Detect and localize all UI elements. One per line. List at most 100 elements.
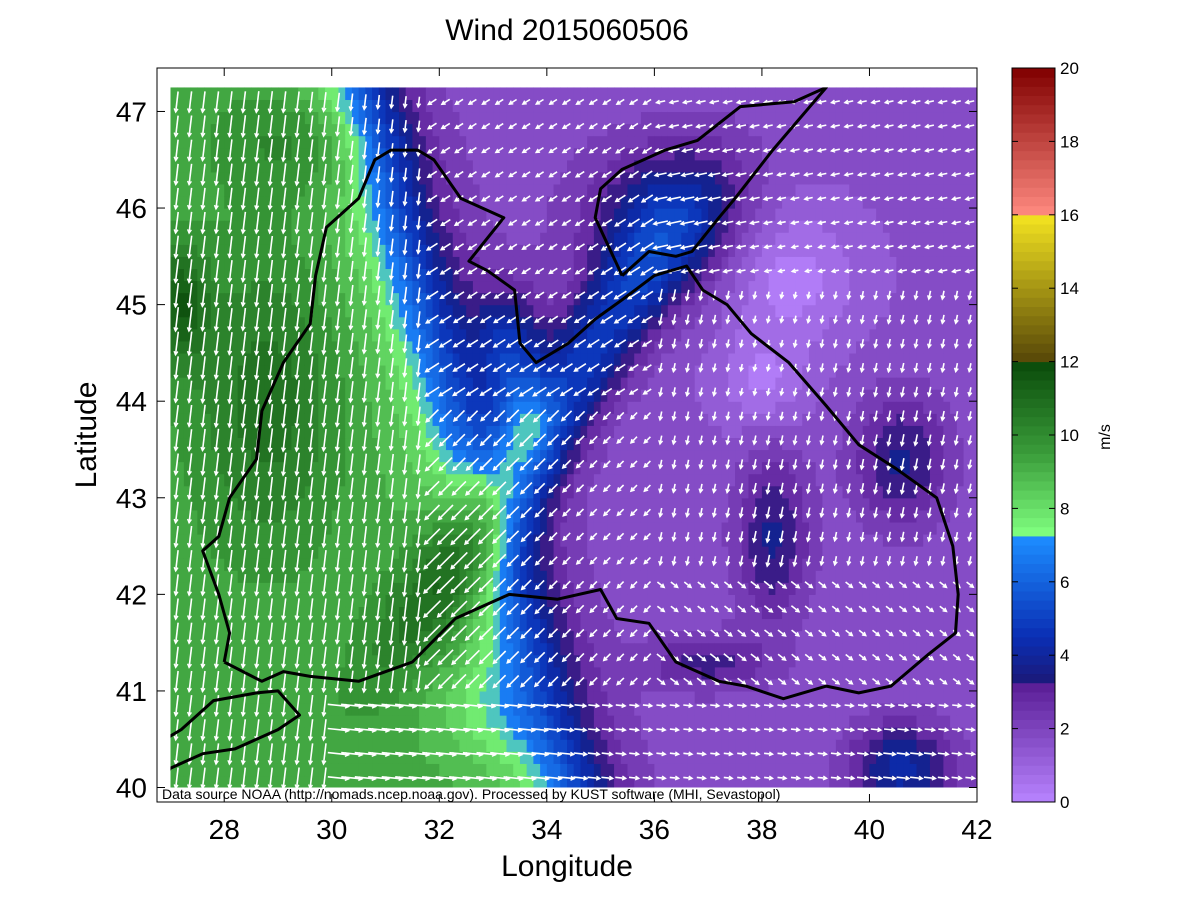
colorbar-band [1012,150,1055,161]
x-tick-label: 34 [531,814,562,845]
colorbar-tick-label: 20 [1060,59,1079,78]
colorbar-band [1012,315,1055,326]
colorbar-tick-label: 16 [1060,206,1079,225]
x-tick-label: 40 [854,814,885,845]
colorbar-band [1012,196,1055,207]
colorbar-band [1012,728,1055,739]
y-tick-label: 45 [116,290,147,321]
y-tick-label: 47 [116,96,147,127]
colorbar-band [1012,416,1055,427]
colorbar-band [1012,554,1055,564]
colorbar-band [1012,774,1055,785]
y-tick-label: 46 [116,193,147,224]
colorbar-band [1012,590,1055,601]
colorbar-band [1012,141,1055,152]
coastline-segment-1 [593,87,828,277]
colorbar-tick-label: 4 [1060,646,1069,665]
x-axis: 28 30 32 34 36 38 40 42 [209,68,993,845]
y-tick-label: 41 [116,676,147,707]
colorbar-band [1012,306,1055,317]
colorbar-band [1012,783,1055,794]
colorbar-band [1012,636,1055,647]
y-axis-label: Latitude [70,382,103,489]
colorbar-band [1012,792,1055,803]
colorbar-band [1012,746,1055,757]
colorbar-tick-label: 14 [1060,279,1079,298]
colorbar-band [1012,600,1055,610]
x-tick-label: 32 [424,814,455,845]
y-tick-label: 43 [116,483,147,514]
x-tick-label: 42 [961,814,992,845]
colorbar-band [1012,352,1055,363]
colorbar-band [1012,737,1055,748]
colorbar-tick-label: 6 [1060,573,1069,592]
colorbar-band [1012,113,1055,124]
colorbar-band [1012,646,1055,656]
colorbar-band [1012,563,1055,574]
colorbar-tick-label: 0 [1060,793,1069,812]
colorbar-band [1012,572,1055,583]
y-tick-label: 44 [116,386,147,417]
colorbar-band [1012,269,1055,280]
colorbar-band [1012,682,1055,693]
colorbar-tick-label: 18 [1060,132,1079,151]
colorbar-band [1012,407,1055,418]
colorbar-band [1012,86,1055,97]
colorbar-band [1012,435,1055,445]
colorbar-band [1012,581,1055,592]
colorbar-band [1012,664,1055,675]
colorbar-band [1012,517,1055,528]
colorbar-band [1012,68,1055,78]
chart-title: Wind 2015060506 [445,14,689,47]
y-axis: 40 41 42 43 44 45 46 47 [116,96,977,804]
colorbar-tick-label: 8 [1060,499,1069,518]
colorbar-band [1012,618,1055,629]
colorbar-tick-label: 10 [1060,426,1079,445]
colorbar-band [1012,444,1055,454]
colorbar-band [1012,471,1055,482]
colorbar-band [1012,691,1055,702]
colorbar-tick-label: 12 [1060,353,1079,372]
y-tick-label: 42 [116,579,147,610]
colorbar: 0 2 4 6 8 10 12 14 16 18 20 [1011,59,1079,812]
colorbar-band [1012,95,1055,106]
colorbar-band [1012,223,1055,234]
colorbar-band [1012,77,1055,87]
colorbar-band [1012,398,1055,408]
colorbar-band [1012,361,1055,372]
colorbar-band [1012,104,1055,115]
colorbar-band [1012,214,1055,225]
colorbar-band [1012,453,1055,464]
colorbar-band [1012,535,1055,546]
x-axis-label: Longitude [501,850,633,883]
y-tick-label: 40 [116,773,147,804]
colorbar-band [1012,343,1055,353]
colorbar-band [1012,499,1055,509]
coastline-segment-2 [170,689,301,771]
colorbar-band [1012,205,1055,216]
colorbar-band [1012,178,1055,188]
colorbar-band [1012,324,1055,335]
colorbar-band [1012,609,1055,620]
colorbar-band [1012,233,1055,243]
colorbar-band [1012,260,1055,271]
x-tick-label: 28 [209,814,240,845]
colorbar-band [1012,187,1055,197]
colorbar-label: m/s [1097,424,1114,450]
coastline [170,87,960,771]
colorbar-band [1012,370,1055,381]
data-source-credit: Data source NOAA (http://nomads.ncep.noa… [162,786,781,802]
colorbar-band [1012,297,1055,308]
colorbar-band [1012,526,1055,537]
colorbar-band [1012,627,1055,638]
colorbar-band [1012,462,1055,473]
colorbar-band [1012,710,1055,720]
colorbar-band [1012,508,1055,519]
colorbar-band [1012,334,1055,344]
colorbar-band [1012,545,1055,555]
colorbar-band [1012,123,1055,133]
colorbar-band [1012,480,1055,491]
colorbar-band [1012,159,1055,170]
colorbar-band [1012,132,1055,142]
